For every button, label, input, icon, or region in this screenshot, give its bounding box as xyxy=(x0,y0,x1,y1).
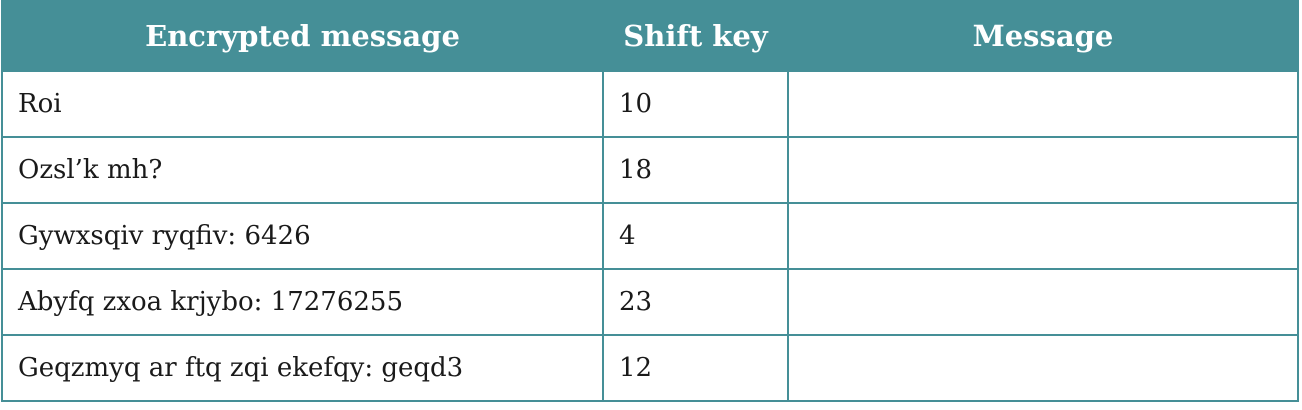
encrypted-message-cell: Geqzmyq ar ftq zqi ekefqy: geqd3 xyxy=(1,334,604,402)
encrypted-message-cell: Abyfq zxoa krjybo: 17276255 xyxy=(1,268,604,336)
table-row: Geqzmyq ar ftq zqi ekefqy: geqd3 12 xyxy=(1,334,1299,402)
shift-key-cell: 18 xyxy=(602,136,789,204)
table-header: Encrypted message Shift key Message xyxy=(1,0,1299,72)
message-cell[interactable] xyxy=(787,70,1299,138)
table-row: Gywxsqiv ryqfiv: 6426 4 xyxy=(1,202,1299,270)
table-row: Abyfq zxoa krjybo: 17276255 23 xyxy=(1,268,1299,336)
shift-key-cell: 10 xyxy=(602,70,789,138)
encrypted-message-cell: Roi xyxy=(1,70,604,138)
message-cell[interactable] xyxy=(787,334,1299,402)
cipher-table: Encrypted message Shift key Message Roi … xyxy=(1,0,1299,402)
table-row: Ozsl’k mh? 18 xyxy=(1,136,1299,204)
header-message: Message xyxy=(787,0,1299,72)
message-cell[interactable] xyxy=(787,136,1299,204)
message-cell[interactable] xyxy=(787,268,1299,336)
shift-key-cell: 4 xyxy=(602,202,789,270)
table-row: Roi 10 xyxy=(1,70,1299,138)
shift-key-cell: 12 xyxy=(602,334,789,402)
shift-key-cell: 23 xyxy=(602,268,789,336)
encrypted-message-cell: Ozsl’k mh? xyxy=(1,136,604,204)
encrypted-message-cell: Gywxsqiv ryqfiv: 6426 xyxy=(1,202,604,270)
header-shift-key: Shift key xyxy=(602,0,789,72)
header-encrypted-message: Encrypted message xyxy=(1,0,604,72)
message-cell[interactable] xyxy=(787,202,1299,270)
header-row: Encrypted message Shift key Message xyxy=(1,0,1299,72)
table-body: Roi 10 Ozsl’k mh? 18 Gywxsqiv ryqfiv: 64… xyxy=(1,70,1299,402)
